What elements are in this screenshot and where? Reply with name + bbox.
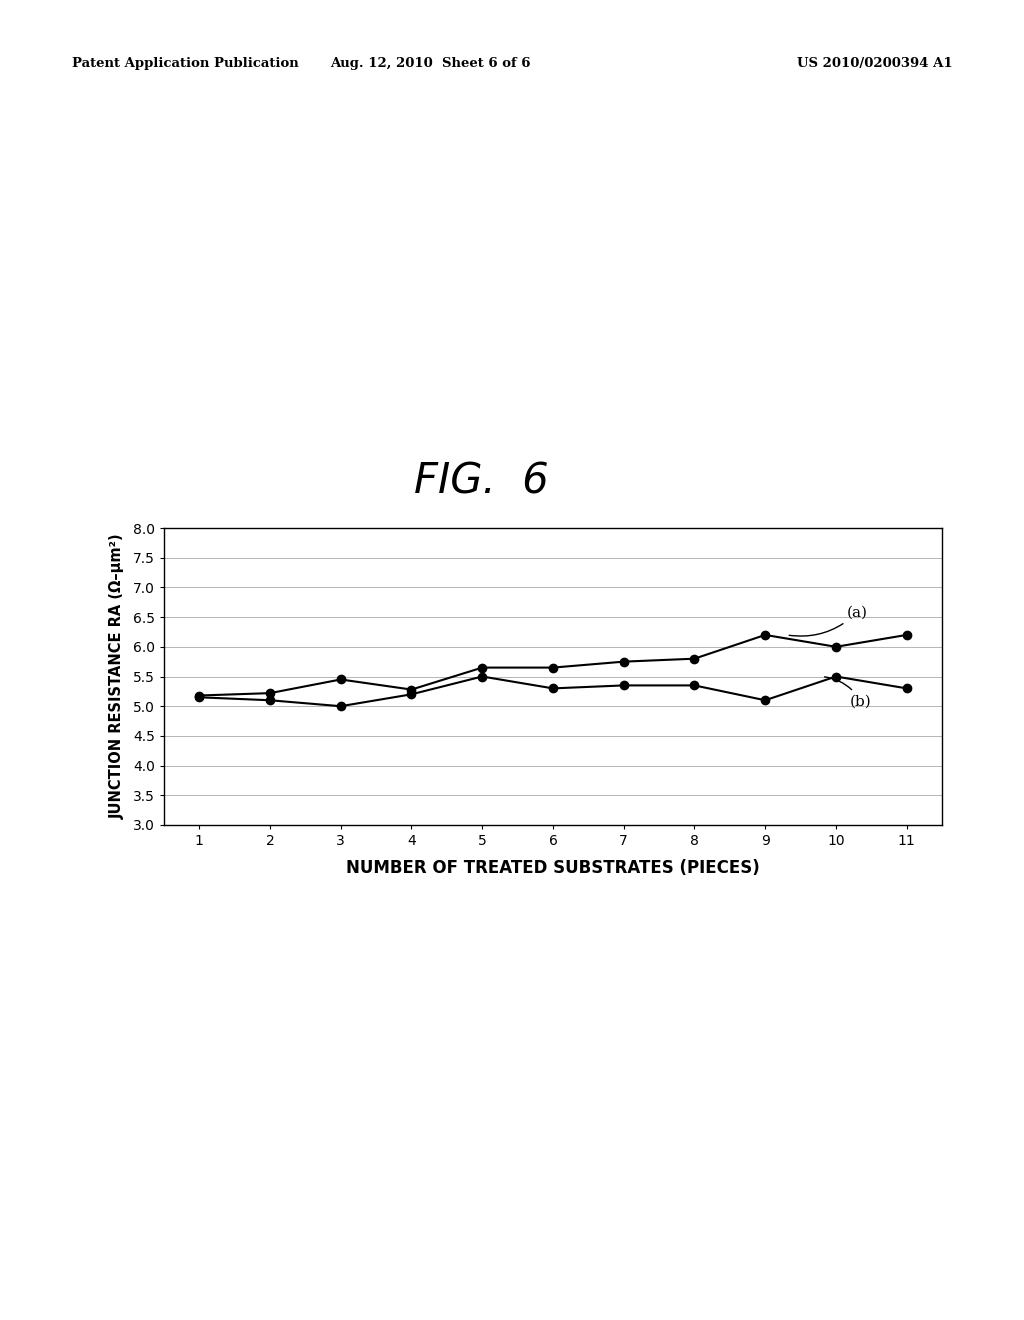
Text: (a): (a) <box>790 606 867 636</box>
Y-axis label: JUNCTION RESISTANCE RA (Ω–μm²): JUNCTION RESISTANCE RA (Ω–μm²) <box>110 533 125 820</box>
Text: Aug. 12, 2010  Sheet 6 of 6: Aug. 12, 2010 Sheet 6 of 6 <box>330 57 530 70</box>
Text: US 2010/0200394 A1: US 2010/0200394 A1 <box>797 57 952 70</box>
X-axis label: NUMBER OF TREATED SUBSTRATES (PIECES): NUMBER OF TREATED SUBSTRATES (PIECES) <box>346 859 760 876</box>
Text: (b): (b) <box>824 677 871 709</box>
Text: Patent Application Publication: Patent Application Publication <box>72 57 298 70</box>
Text: FIG.  6: FIG. 6 <box>414 461 549 503</box>
